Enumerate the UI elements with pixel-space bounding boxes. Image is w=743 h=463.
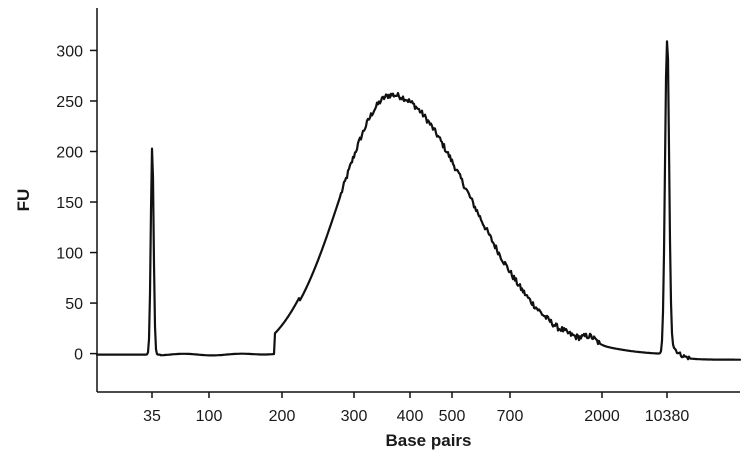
x-axis-title: Base pairs bbox=[386, 431, 472, 450]
fluorescence-trace bbox=[95, 40, 742, 361]
x-tick-label: 200 bbox=[269, 408, 296, 425]
y-tick-label: 50 bbox=[65, 296, 83, 313]
x-tick-label: 35 bbox=[143, 408, 161, 425]
y-tick-label: 100 bbox=[56, 246, 83, 263]
x-tick-label: 300 bbox=[341, 408, 368, 425]
y-tick-label: 300 bbox=[56, 43, 83, 60]
y-tick-label: 150 bbox=[56, 195, 83, 212]
x-tick-label: 500 bbox=[439, 408, 466, 425]
x-tick-label: 400 bbox=[397, 408, 424, 425]
y-axis: 0 50 100 150 200 250 300 bbox=[56, 8, 98, 392]
x-tick-label: 100 bbox=[196, 408, 223, 425]
x-tick-label: 2000 bbox=[584, 408, 620, 425]
y-tick-label: 0 bbox=[74, 347, 83, 364]
y-axis-title: FU bbox=[14, 189, 33, 212]
x-axis: 35 100 200 300 400 500 700 2000 10380 bbox=[97, 391, 740, 425]
x-tick-label: 10380 bbox=[645, 408, 690, 425]
x-tick-label: 700 bbox=[497, 408, 524, 425]
y-tick-label: 250 bbox=[56, 94, 83, 111]
y-tick-label: 200 bbox=[56, 144, 83, 161]
